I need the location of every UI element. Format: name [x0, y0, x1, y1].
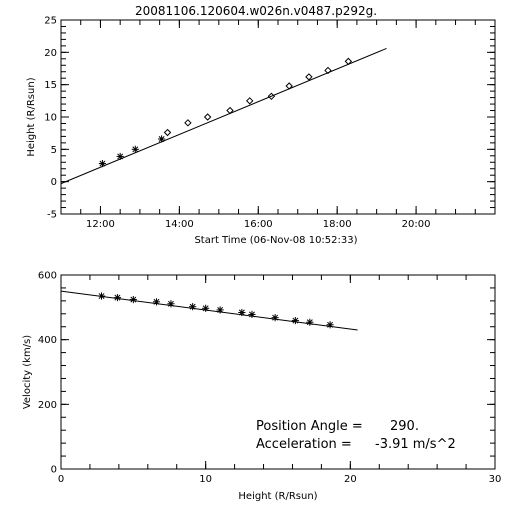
y-axis-label: Height (R/Rsun)	[26, 77, 37, 156]
y-tick-labels: 0 200 400 600	[38, 271, 57, 476]
y-tick-label: 15	[44, 80, 57, 91]
annotation-position-angle-value: 290.	[390, 419, 419, 434]
data-point-diamond	[246, 97, 254, 105]
chart-title: 20081106.120604.w026n.v0487.p292g.	[135, 4, 377, 18]
fit-line-group	[60, 47, 387, 185]
height-time-chart: 20081106.120604.w026n.v0487.p292g. 12:00…	[26, 4, 496, 246]
y-tick-label: 600	[38, 271, 57, 282]
x-tick-label: 14:00	[165, 219, 194, 230]
x-tick-label: 30	[489, 474, 502, 485]
velocity-height-chart: 0 10 20 30 0 200 400 600 Height (R/Rsun) Veloc…	[22, 271, 501, 503]
x-tick-label: 20	[344, 474, 357, 485]
y-tick-label: -5	[47, 210, 57, 221]
data-point-asterisk	[167, 300, 175, 308]
axis-ticks	[60, 19, 496, 215]
x-tick-label: 20:00	[402, 219, 431, 230]
data-point-asterisk	[202, 304, 210, 312]
annotation-acceleration-label: Acceleration =	[256, 437, 352, 452]
x-axis-label: Height (R/Rsun)	[238, 491, 317, 502]
x-tick-label: 12:00	[86, 219, 115, 230]
fit-line	[60, 47, 387, 185]
data-point-diamond	[226, 106, 234, 115]
y-tick-label: 25	[44, 16, 57, 27]
data-point-diamond	[267, 92, 276, 101]
annotation-position-angle-label: Position Angle =	[256, 419, 363, 434]
x-tick-label: 16:00	[244, 219, 273, 230]
annotation-acceleration-value: -3.91 m/s^2	[375, 437, 456, 452]
fit-line	[60, 290, 358, 331]
y-tick-label: 400	[38, 335, 57, 346]
plot-frame	[60, 19, 496, 215]
x-tick-label: 0	[58, 474, 64, 485]
data-point-asterisk	[152, 298, 161, 306]
data-points	[97, 292, 334, 329]
plot-frame	[60, 274, 496, 470]
data-point-asterisk	[97, 292, 106, 300]
data-point-diamond	[344, 57, 353, 66]
y-tick-label: 20	[44, 48, 57, 59]
data-points	[98, 57, 353, 168]
data-point-asterisk	[129, 295, 137, 304]
data-point-diamond	[203, 113, 212, 121]
data-point-asterisk	[326, 321, 334, 329]
y-tick-label: 200	[38, 400, 57, 411]
data-point-asterisk	[131, 145, 139, 153]
data-point-diamond	[184, 119, 192, 127]
data-point-diamond	[305, 73, 313, 81]
data-point-diamond	[163, 128, 172, 137]
y-tick-labels: -5 0 5 10 15 20 25	[44, 16, 57, 221]
y-tick-label: 0	[51, 177, 57, 188]
y-tick-label: 0	[51, 465, 57, 476]
y-tick-label: 10	[44, 113, 57, 124]
axis-ticks	[60, 274, 496, 470]
data-point-asterisk	[216, 306, 224, 314]
y-axis-label: Velocity (km/s)	[22, 335, 33, 409]
data-point-asterisk	[238, 308, 246, 317]
data-point-asterisk	[113, 294, 122, 302]
y-tick-label: 5	[51, 145, 57, 156]
data-point-diamond	[285, 82, 293, 90]
data-point-diamond	[324, 66, 332, 75]
data-point-asterisk	[98, 159, 107, 168]
data-point-asterisk	[248, 310, 256, 319]
fit-line-group	[60, 290, 358, 331]
data-point-asterisk	[306, 318, 314, 326]
data-point-asterisk	[158, 135, 166, 143]
x-axis-label: Start Time (06-Nov-08 10:52:33)	[194, 235, 357, 246]
x-tick-label: 10	[199, 474, 212, 485]
data-point-asterisk	[189, 303, 197, 311]
x-tick-labels: 0 10 20 30	[58, 474, 502, 485]
data-point-asterisk	[271, 314, 279, 322]
data-point-asterisk	[291, 316, 299, 325]
x-tick-label: 18:00	[323, 219, 352, 230]
data-point-asterisk	[116, 152, 124, 161]
x-tick-labels: 12:00 14:00 16:00 18:00 20:00	[86, 219, 430, 230]
